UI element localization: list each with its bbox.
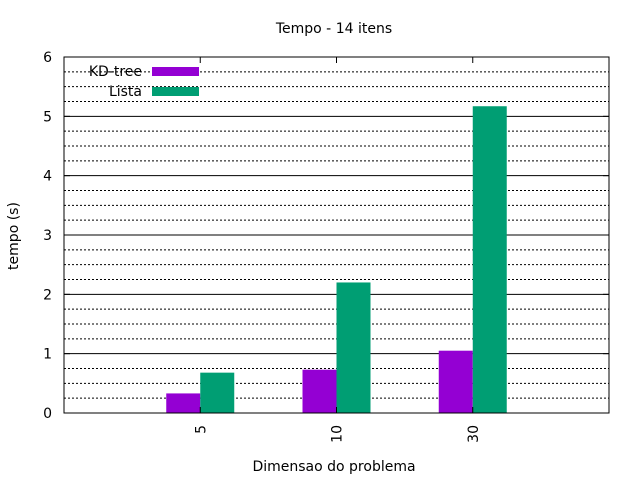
y-tick-label: 5 — [43, 109, 52, 125]
legend-swatch — [152, 67, 199, 76]
bar-kd-tree-10 — [302, 369, 337, 413]
legend-swatch — [152, 87, 199, 96]
y-axis-label: tempo (s) — [6, 202, 22, 270]
x-tick-label: 10 — [330, 425, 346, 443]
bar-kd-tree-5 — [166, 393, 201, 413]
x-axis-label: Dimensao do problema — [252, 459, 415, 475]
y-tick-label: 4 — [43, 169, 52, 185]
legend: KD-tree Lista — [89, 64, 199, 100]
y-tick-label: 1 — [43, 347, 52, 363]
x-axis: 5 10 30 — [193, 57, 482, 443]
bar-lista-30 — [472, 106, 507, 413]
y-axis: 0 1 2 3 4 5 6 — [43, 50, 609, 422]
y-tick-label: 2 — [43, 287, 52, 303]
y-tick-label: 3 — [43, 228, 52, 244]
legend-label: KD-tree — [89, 64, 142, 80]
y-tick-label: 6 — [43, 50, 52, 66]
bar-kd-tree-30 — [438, 350, 473, 413]
x-tick-label: 5 — [193, 425, 209, 434]
x-tick-label: 30 — [466, 425, 482, 443]
chart-title: Tempo - 14 itens — [275, 21, 392, 37]
bar-lista-10 — [336, 282, 371, 413]
legend-label: Lista — [109, 84, 142, 100]
bar-lista-5 — [200, 372, 235, 413]
bars — [166, 106, 507, 413]
y-tick-label: 0 — [43, 406, 52, 422]
